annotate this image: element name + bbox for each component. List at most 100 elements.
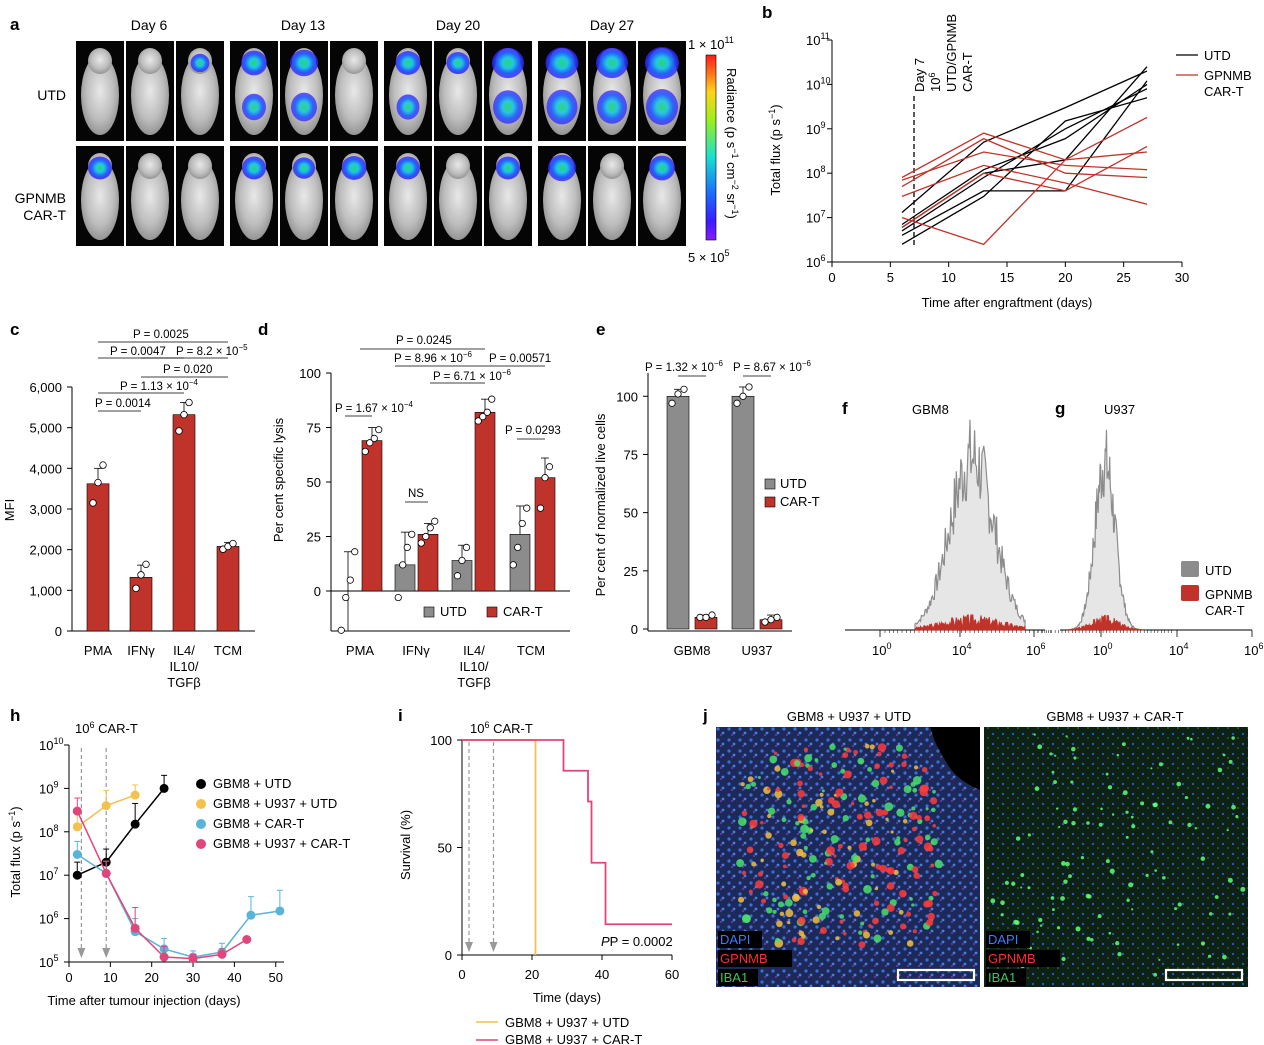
svg-text:GPNMB: GPNMB (1205, 587, 1253, 602)
stained-cell (909, 811, 918, 820)
stained-cell (934, 859, 943, 869)
mouse-head (138, 48, 162, 74)
y-tick-label: 109 (39, 779, 58, 796)
mouse-head (342, 48, 366, 74)
stained-cell (804, 754, 813, 763)
stained-cell (772, 909, 777, 914)
utd-line (901, 83, 1148, 226)
stained-cell (816, 904, 822, 910)
panel-d-bars (337, 395, 556, 634)
microglia (1231, 736, 1235, 740)
stained-cell (871, 779, 880, 788)
microglia (1058, 825, 1061, 828)
panel-h-yticks: 105 106 107 108 109 1010 (39, 736, 69, 970)
svg-text:UTD: UTD (1205, 563, 1232, 578)
stained-cell (865, 837, 871, 843)
stained-cell (932, 789, 936, 794)
data-point (370, 434, 378, 442)
stained-cell (741, 870, 747, 876)
microglia (1222, 954, 1227, 960)
microglia (1228, 759, 1233, 764)
panel-b-xticks: 0 5 10 15 20 25 30 (828, 262, 1189, 285)
microglia (1125, 835, 1129, 839)
data-point (509, 561, 517, 569)
stained-cell (886, 882, 895, 890)
microglia (1072, 807, 1078, 812)
svg-text:P = 0.020: P = 0.020 (163, 364, 212, 376)
legend-marker (196, 819, 206, 829)
stained-cell (800, 832, 807, 839)
microglia (1055, 807, 1059, 810)
microglia (1194, 827, 1197, 830)
panel-h-letter: h (10, 706, 20, 725)
stained-cell (797, 789, 806, 798)
stained-cell (858, 941, 866, 949)
data-point (422, 532, 430, 541)
stained-cell (773, 751, 778, 756)
data-point (89, 499, 97, 507)
panel-c-xlabels: PMA IFNγ IL4/ IL10/ TGFβ TCM (84, 643, 242, 690)
x-tick-label: 0 (65, 970, 72, 985)
microglia (1112, 813, 1115, 816)
mouse-body (235, 160, 273, 240)
stained-cell (824, 861, 828, 865)
cart-line (901, 116, 1148, 179)
microglia (1105, 772, 1109, 776)
stained-cell (895, 744, 903, 752)
panel-a-letter: a (10, 15, 20, 34)
legend-marker (196, 839, 206, 849)
svg-text:IL10/: IL10/ (170, 659, 199, 674)
x-tick-label: 104 (1169, 641, 1188, 658)
x-tick-label: 40 (595, 967, 609, 982)
y-tick-label: 75 (307, 421, 321, 436)
panel-h: h 105 106 107 108 109 1010 0 10 20 30 40 50 Total … (7, 706, 350, 1008)
panel-h-legend: GBM8 + UTD GBM8 + U937 + UTD GBM8 + CAR-T G… (196, 776, 350, 851)
data-point (137, 571, 145, 579)
y-tick-label: 6,000 (29, 380, 62, 395)
utd-bar (394, 564, 416, 592)
stained-cell (827, 797, 835, 804)
svg-text:P = 1.13 × 10−4: P = 1.13 × 10−4 (120, 378, 199, 393)
microglia (1049, 752, 1053, 756)
microglia (1063, 879, 1068, 884)
stained-cell (897, 846, 906, 855)
data-point (458, 556, 466, 565)
mouse-body (439, 160, 477, 240)
y-tick-label: 100 (299, 366, 321, 381)
panel-h-annotation: 106 CAR-T (75, 720, 138, 736)
microglia (1036, 930, 1039, 934)
svg-text:P = 8.67 × 10−6: P = 8.67 × 10−6 (733, 359, 812, 374)
stained-cell (928, 895, 934, 901)
svg-text:IL10/: IL10/ (460, 659, 489, 674)
x-tick-label: 10 (103, 970, 117, 985)
tumour-signal (396, 156, 420, 180)
x-tick-label: 20 (525, 967, 539, 982)
colorbar-label: Radiance (p s−1 cm−2 sr−1) (724, 68, 740, 219)
scale-bar (1164, 968, 1244, 982)
svg-text:GPNMB: GPNMB (1204, 68, 1252, 83)
stained-cell (915, 835, 924, 844)
cart-bar (534, 477, 556, 592)
injection-arrow (77, 948, 86, 958)
data-point (99, 461, 107, 469)
microglia (1054, 754, 1057, 757)
stained-cell (847, 845, 852, 850)
stained-cell (776, 920, 783, 928)
x-tick-label: 20 (144, 970, 158, 985)
stained-cell (736, 859, 745, 868)
stained-cell (800, 824, 809, 834)
panel-i-xlabel: Time (days) (533, 990, 601, 1005)
stained-cell (882, 809, 889, 816)
stained-cell (858, 930, 863, 935)
microglia (1051, 908, 1055, 912)
svg-text:CAR-T: CAR-T (960, 52, 975, 92)
panel-f-title: GBM8 (912, 402, 949, 417)
stained-cell (811, 872, 816, 878)
stained-cell (835, 788, 844, 797)
data-point (403, 543, 411, 552)
microglia (990, 898, 996, 904)
stained-cell (826, 883, 833, 890)
y-tick-label: 1010 (39, 736, 63, 753)
stained-cell (842, 882, 849, 890)
svg-text:IBA1: IBA1 (988, 970, 1016, 985)
